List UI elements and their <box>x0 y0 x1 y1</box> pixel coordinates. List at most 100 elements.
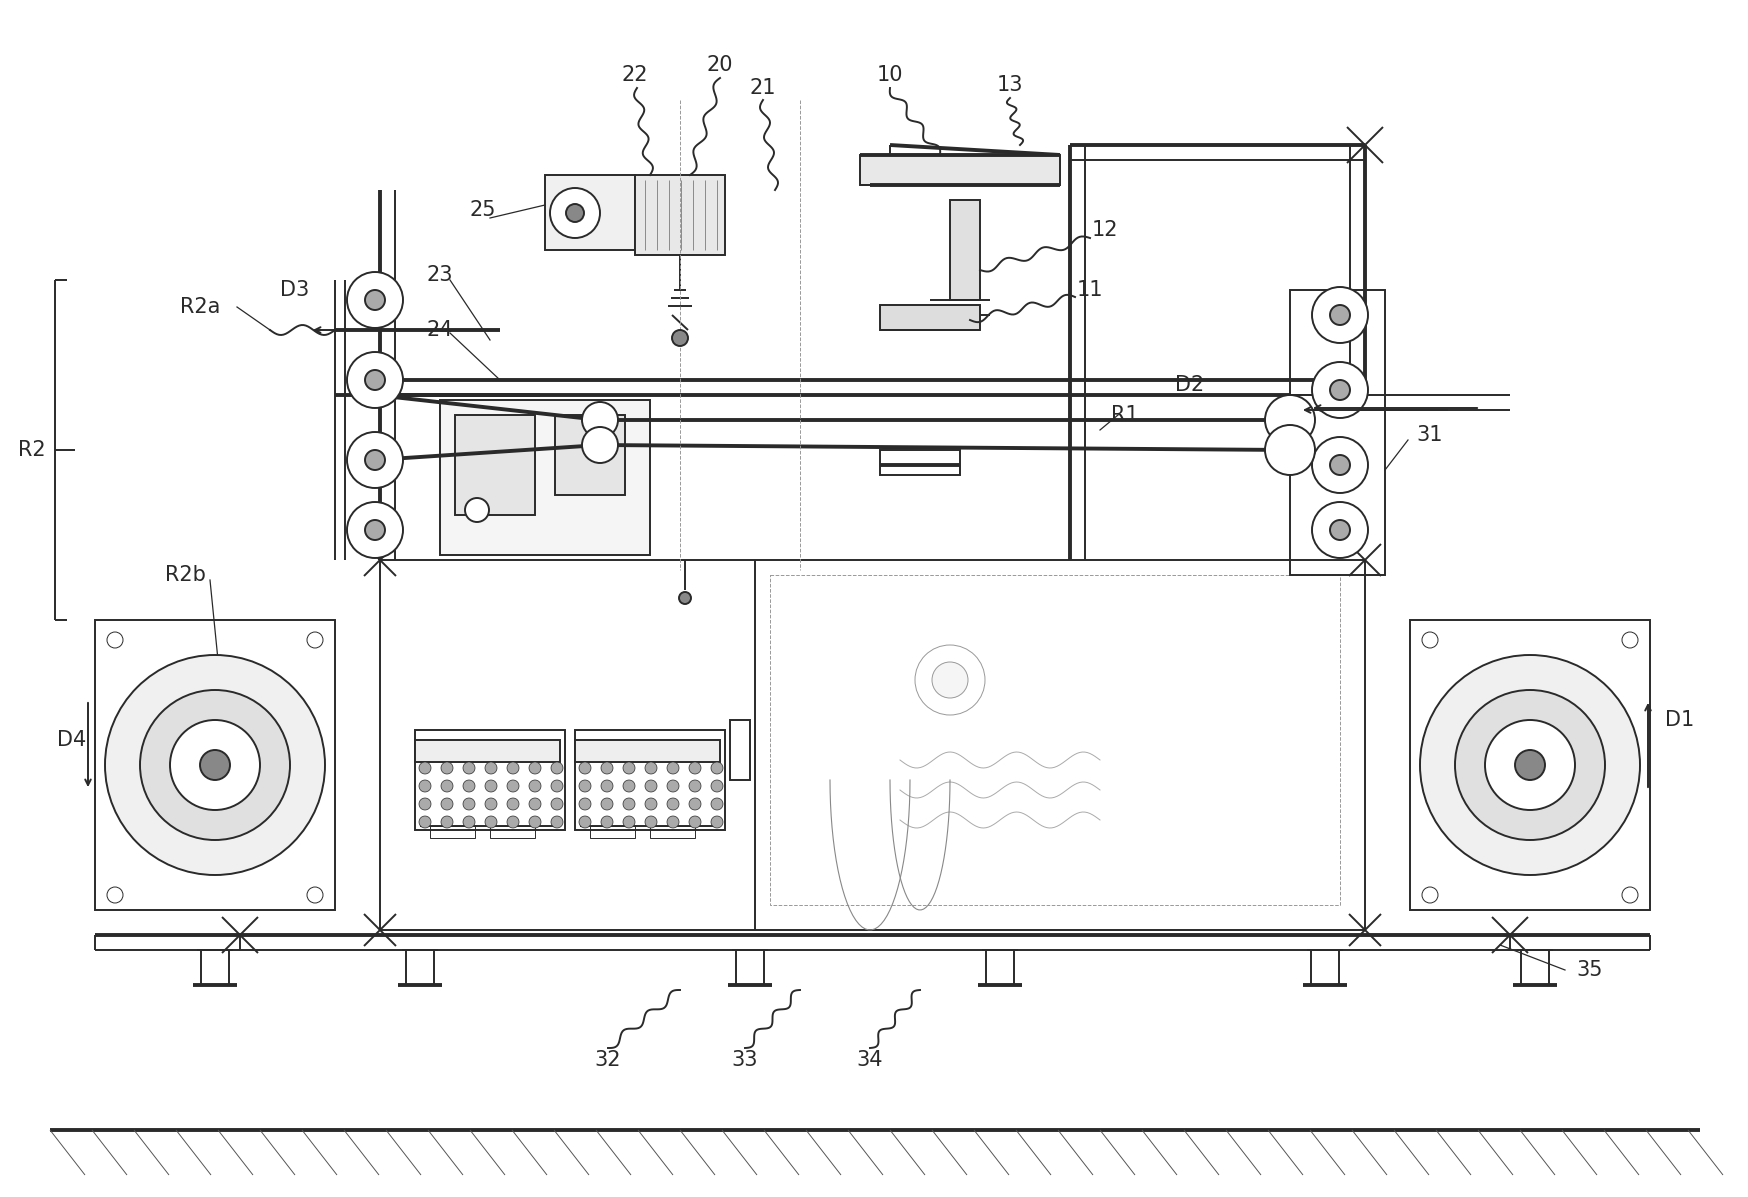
Text: R2: R2 <box>17 440 45 460</box>
Circle shape <box>601 762 614 774</box>
Text: 31: 31 <box>1416 425 1444 445</box>
Circle shape <box>199 751 231 780</box>
Circle shape <box>140 689 290 840</box>
Circle shape <box>622 798 635 810</box>
Circle shape <box>1266 395 1314 445</box>
Circle shape <box>365 519 385 540</box>
Bar <box>454 415 535 515</box>
Circle shape <box>440 798 453 810</box>
Text: 33: 33 <box>732 1050 759 1070</box>
Text: R2a: R2a <box>180 297 220 317</box>
Circle shape <box>689 816 701 828</box>
Circle shape <box>668 762 678 774</box>
Text: 35: 35 <box>1577 960 1603 980</box>
Bar <box>489 826 535 838</box>
Circle shape <box>711 762 724 774</box>
Circle shape <box>530 762 540 774</box>
Circle shape <box>530 798 540 810</box>
Bar <box>591 826 635 838</box>
Circle shape <box>107 632 122 648</box>
Circle shape <box>170 721 260 810</box>
Text: 11: 11 <box>1077 280 1103 300</box>
Circle shape <box>668 780 678 792</box>
Circle shape <box>463 780 475 792</box>
Circle shape <box>484 780 496 792</box>
Circle shape <box>1313 361 1369 418</box>
Circle shape <box>530 816 540 828</box>
Text: 34: 34 <box>857 1050 883 1070</box>
Bar <box>414 740 559 762</box>
Circle shape <box>420 780 432 792</box>
Bar <box>545 175 635 250</box>
Circle shape <box>484 762 496 774</box>
Circle shape <box>1330 519 1349 540</box>
Text: R1: R1 <box>1112 405 1138 425</box>
Circle shape <box>579 780 591 792</box>
Circle shape <box>1266 425 1314 475</box>
Text: R2b: R2b <box>164 565 206 585</box>
Circle shape <box>1313 437 1369 493</box>
Circle shape <box>551 816 563 828</box>
Bar <box>575 740 720 762</box>
Circle shape <box>1313 287 1369 344</box>
Bar <box>949 200 981 300</box>
Circle shape <box>463 816 475 828</box>
Circle shape <box>601 780 614 792</box>
Circle shape <box>1516 751 1545 780</box>
Bar <box>94 620 336 910</box>
Circle shape <box>622 780 635 792</box>
Text: 23: 23 <box>427 265 453 285</box>
Circle shape <box>689 762 701 774</box>
Circle shape <box>107 887 122 903</box>
Circle shape <box>645 762 657 774</box>
Circle shape <box>1330 305 1349 326</box>
Circle shape <box>1330 379 1349 400</box>
Text: 20: 20 <box>706 55 732 75</box>
Circle shape <box>440 762 453 774</box>
Bar <box>414 730 565 830</box>
Circle shape <box>582 427 619 463</box>
Circle shape <box>689 798 701 810</box>
Text: 21: 21 <box>750 78 776 98</box>
Bar <box>879 305 981 330</box>
Bar <box>860 154 1059 186</box>
Text: 24: 24 <box>427 320 453 340</box>
Circle shape <box>668 816 678 828</box>
Circle shape <box>507 762 519 774</box>
Bar <box>575 730 725 830</box>
Circle shape <box>484 798 496 810</box>
Bar <box>635 175 725 255</box>
Circle shape <box>507 816 519 828</box>
Circle shape <box>420 798 432 810</box>
Circle shape <box>365 370 385 390</box>
Circle shape <box>308 632 323 648</box>
Circle shape <box>463 762 475 774</box>
Bar <box>1290 290 1384 575</box>
Circle shape <box>711 798 724 810</box>
Circle shape <box>440 816 453 828</box>
Circle shape <box>507 798 519 810</box>
Circle shape <box>1313 502 1369 558</box>
Circle shape <box>365 290 385 310</box>
Bar <box>440 400 650 555</box>
Text: 13: 13 <box>996 75 1023 95</box>
Circle shape <box>507 780 519 792</box>
Circle shape <box>551 188 600 238</box>
Circle shape <box>645 798 657 810</box>
Text: D1: D1 <box>1666 710 1694 730</box>
Bar <box>556 415 626 496</box>
Circle shape <box>463 798 475 810</box>
Circle shape <box>530 780 540 792</box>
Text: 10: 10 <box>877 65 904 85</box>
Text: 22: 22 <box>622 65 649 85</box>
Bar <box>650 826 696 838</box>
Text: 12: 12 <box>1092 220 1119 241</box>
Circle shape <box>1330 455 1349 475</box>
Circle shape <box>1423 632 1439 648</box>
Bar <box>1411 620 1650 910</box>
Circle shape <box>348 352 404 408</box>
Circle shape <box>622 816 635 828</box>
Circle shape <box>348 502 404 558</box>
Circle shape <box>711 780 724 792</box>
Circle shape <box>932 662 968 698</box>
